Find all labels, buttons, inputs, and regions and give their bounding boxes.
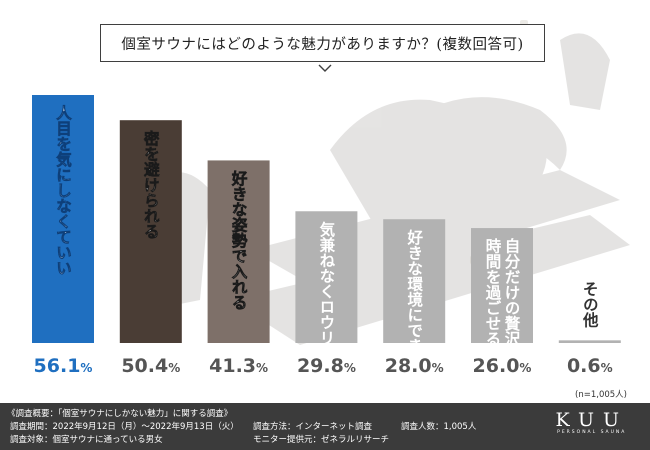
footer-respondents: 調査人数：1,005人 [401, 422, 477, 432]
survey-footer: 《調査概要：「個室サウナにしかない魅力」に関する調査》 調査期間：2022年9月… [0, 403, 650, 450]
chevron-down-icon [318, 64, 332, 72]
value-label-3: 41.3% [209, 355, 268, 377]
value-label-2: 50.4% [121, 355, 180, 377]
brand-subtitle: PERSONAL SAUNA [557, 430, 627, 435]
value-label-1: 56.1% [34, 355, 93, 377]
footer-target: 調査対象：個室サウナに通っている男女 [10, 435, 163, 445]
category-label-4: 気兼ねなくロウリュができる [317, 220, 335, 403]
value-label-5: 28.0% [385, 355, 444, 377]
sample-size-note: (n=1,005人) [575, 390, 627, 400]
category-label-6-line-2: 時間を過ごせる [484, 237, 503, 347]
category-label-2: 密を避けられる [142, 129, 160, 239]
brand-logo-text: KUU [555, 409, 628, 431]
category-label-7: その他 [581, 281, 600, 329]
bar-7 [558, 340, 621, 343]
value-label-6: 26.0% [473, 355, 532, 377]
bar-3 [207, 160, 270, 343]
bar-4 [295, 211, 358, 343]
value-label-4: 29.8% [297, 355, 356, 377]
category-label-3: 好きな姿勢で入れる [230, 170, 249, 310]
bar-6 [471, 228, 533, 343]
footer-provider: モニター提供元：ゼネラルリサーチ [253, 435, 390, 445]
footer-period: 調査期間：2022年9月12日（月）〜2022年9月13日（火） [10, 422, 239, 432]
footer-method: 調査方法：インターネット調査 [253, 422, 373, 432]
chart-title: 個室サウナにはどのような魅力がありますか？(複数回答可) [121, 36, 524, 53]
bar-2 [119, 120, 182, 343]
footer-heading: 《調査概要：「個室サウナにしかない魅力」に関する調査》 [7, 409, 233, 419]
bar-1 [32, 95, 94, 343]
brand-logo: KUU PERSONAL SAUNA [555, 409, 628, 435]
category-label-1: 人目を気にしなくていい [54, 105, 72, 276]
bar-chart: 人目を気にしなくていい 密を避けられる 好きな姿勢で入れる 気兼ねなくロウリュができる… [32, 95, 627, 403]
value-label-7: 0.6% [567, 355, 613, 377]
chart-title-box: 個室サウナにはどのような魅力がありますか？(複数回答可) [100, 24, 545, 62]
bar-5 [383, 219, 446, 343]
category-label-5: 好きな環境にできる [405, 229, 424, 369]
category-label-6-line-1: 自分だけの贅沢な [503, 237, 521, 363]
